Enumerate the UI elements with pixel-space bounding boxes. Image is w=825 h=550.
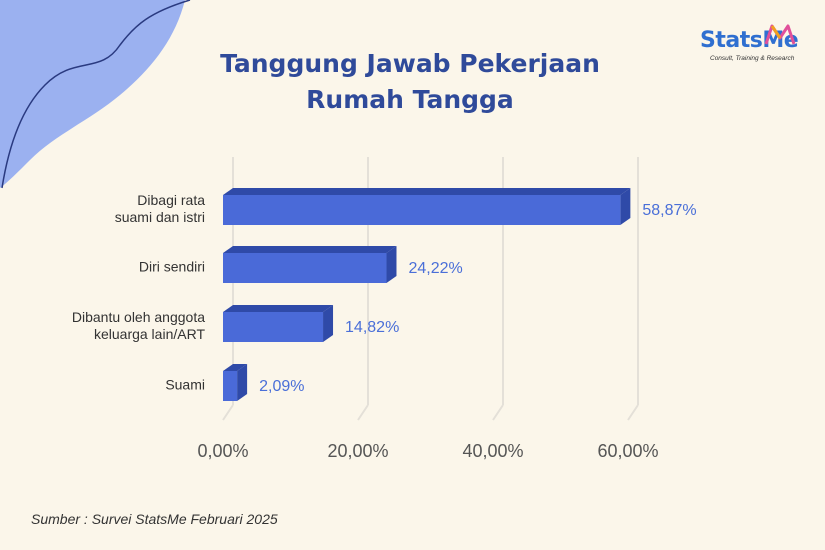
gridline-foot [357,404,369,421]
x-tick-label: 0,00% [197,441,248,461]
bar-value-label: 2,09% [259,378,304,395]
category-label: Suami [165,377,205,393]
corner-decoration [0,0,191,189]
chart-title-line-2: Rumah Tangga [306,85,514,114]
bar-side-face [620,188,631,225]
bar-top-face [223,305,334,312]
bar-value-label: 24,22% [408,260,462,277]
gridline-foot [627,404,639,421]
bar-side-face [237,364,248,401]
x-tick-label: 40,00% [462,441,523,461]
corner-blob [0,0,185,188]
bar-side-face [386,246,397,283]
bar-value-label: 14,82% [345,319,399,336]
x-tick-label: 20,00% [327,441,388,461]
logo-accent-icon [764,24,796,45]
gridline-foot [492,404,504,421]
gridline-foot [222,404,234,421]
bar-side-face [323,305,334,342]
source-note: Sumber : Survei StatsMe Februari 2025 [31,511,278,527]
category-label: Diri sendiri [139,259,205,275]
chart-title-line-1: Tanggung Jawab Pekerjaan [220,49,600,78]
bar-top-face [223,246,397,253]
category-label: Dibagi rata [137,192,205,208]
bar [223,195,621,225]
bar-top-face [223,188,631,195]
x-tick-label: 60,00% [597,441,658,461]
bar-top-face [223,364,248,371]
chart-title: Tanggung Jawab Pekerjaan Rumah Tangga [160,46,660,118]
bar-value-label: 58,87% [642,202,696,219]
bar [223,312,324,342]
category-label: keluarga lain/ART [94,326,205,342]
statsme-logo: StatsMe Consult, Training & Research [700,22,810,68]
logo-tagline: Consult, Training & Research [710,55,795,62]
corner-curve-line [1,0,191,189]
category-label: Dibantu oleh anggota [72,309,205,325]
category-label: suami dan istri [115,209,205,225]
bar [223,253,387,283]
bar [223,371,238,401]
